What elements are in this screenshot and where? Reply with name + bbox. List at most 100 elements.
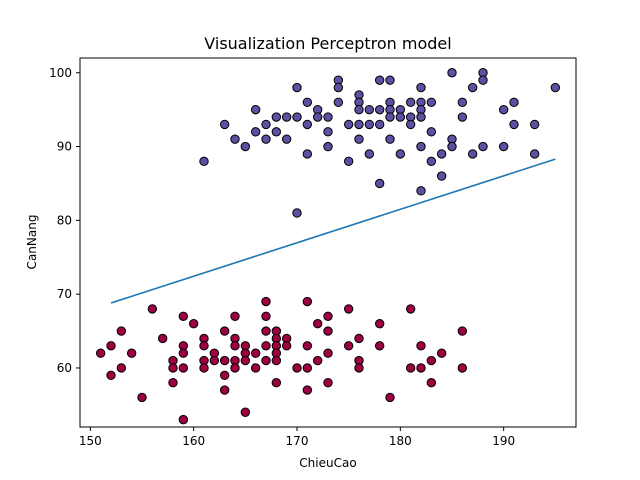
data-point-1-25 [219,355,230,366]
data-point-0-37 [374,104,385,115]
y-axis-label: CanNang [25,215,39,270]
x-tick-label: 150 [79,434,102,448]
y-tick-label: 60 [57,361,72,375]
y-tick-label: 70 [57,287,72,301]
data-point-0-66 [457,112,468,122]
data-point-0-9 [271,127,282,137]
data-point-0-51 [416,82,426,93]
data-point-1-72 [405,363,416,373]
data-point-1-37 [250,348,261,358]
data-point-1-56 [302,385,313,395]
data-point-0-25 [333,97,344,107]
data-point-0-8 [271,112,282,122]
data-point-0-44 [385,134,395,144]
data-point-0-60 [436,149,447,159]
data-point-0-20 [323,112,333,122]
data-point-1-17 [188,318,199,329]
x-axis-ticks: 150 160 170 180 190 [79,427,515,448]
data-point-0-36 [374,75,385,85]
data-point-1-35 [240,355,251,366]
data-point-0-11 [281,134,292,144]
data-point-0-31 [354,119,364,130]
data-point-0-21 [323,127,333,137]
data-point-0-22 [323,141,333,152]
data-point-1-8 [157,333,168,344]
data-point-1-51 [281,341,292,351]
data-point-1-64 [343,341,354,351]
data-point-0-57 [426,97,437,107]
data-point-1-70 [385,392,395,403]
data-point-0-0 [199,156,209,167]
data-point-0-48 [405,97,416,107]
data-point-1-67 [354,363,364,373]
data-point-0-73 [498,141,509,152]
data-point-0-35 [364,149,375,159]
data-point-0-27 [343,156,354,167]
x-tick-label: 170 [286,434,309,448]
data-point-0-1 [219,119,230,130]
data-point-1-74 [416,363,426,373]
data-point-0-50 [405,119,416,130]
decision-boundary-line [110,158,556,304]
data-point-0-54 [416,112,426,122]
data-point-0-6 [261,119,271,130]
data-point-1-4 [116,363,127,373]
data-point-1-62 [323,378,333,388]
data-point-0-58 [426,127,437,137]
data-point-1-1 [106,341,116,351]
data-point-0-67 [467,82,478,93]
y-tick-label: 100 [49,66,72,80]
data-point-0-68 [467,149,478,159]
data-point-0-39 [374,178,385,189]
data-point-1-73 [416,341,426,351]
data-point-1-36 [240,407,251,417]
data-point-0-47 [395,149,406,159]
data-point-1-39 [261,296,271,307]
data-point-1-79 [457,363,468,373]
data-point-0-17 [302,149,313,159]
data-point-0-77 [529,149,540,159]
decision-boundary-layer [110,158,556,304]
data-point-1-28 [230,311,240,321]
data-point-1-48 [271,355,282,366]
y-tick-label: 80 [57,213,72,227]
data-point-0-78 [550,82,561,93]
x-axis-label: ChieuCao [299,456,356,470]
data-point-0-74 [509,97,519,107]
data-point-0-16 [302,119,313,130]
data-point-1-77 [436,348,447,358]
data-point-0-71 [478,141,488,152]
data-point-0-40 [385,75,395,85]
x-tick-label: 160 [182,434,205,448]
y-tick-label: 90 [57,140,72,154]
data-point-0-13 [292,112,302,122]
data-point-0-5 [250,104,261,115]
x-tick-label: 190 [492,434,515,448]
data-point-1-75 [426,355,437,366]
data-point-1-0 [95,348,106,358]
data-point-1-53 [302,296,313,307]
data-point-0-2 [230,134,240,144]
data-point-1-68 [374,318,385,329]
data-point-1-71 [405,304,416,314]
data-point-1-7 [147,304,158,314]
data-point-1-11 [168,378,178,388]
data-point-0-72 [498,104,509,115]
data-point-0-34 [364,119,375,130]
data-point-0-43 [385,112,395,122]
data-point-0-76 [529,119,540,130]
data-point-1-6 [137,392,147,403]
data-point-1-12 [178,311,189,321]
data-point-0-75 [509,119,519,130]
data-point-1-58 [312,355,323,366]
data-point-1-27 [219,385,230,395]
data-point-0-38 [374,119,385,130]
chart-title: Visualization Perceptron model [204,34,451,53]
data-point-1-42 [261,341,271,351]
data-point-0-33 [364,104,375,115]
data-point-1-55 [302,363,313,373]
data-point-0-70 [478,75,488,85]
data-point-0-65 [457,97,468,107]
data-point-0-24 [333,82,344,93]
